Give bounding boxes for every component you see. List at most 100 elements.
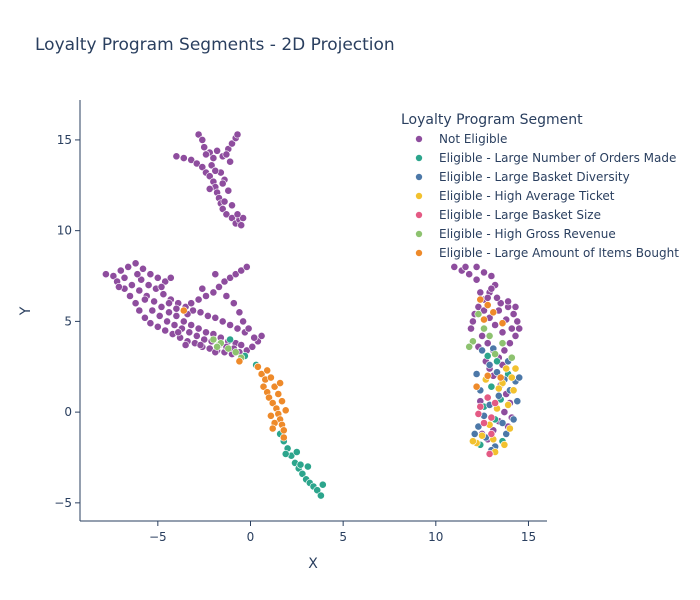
data-point[interactable] — [153, 273, 162, 282]
legend-item[interactable]: Not Eligible — [415, 132, 508, 146]
data-point[interactable] — [505, 424, 514, 433]
legend-item[interactable]: Eligible - Large Number of Orders Made — [415, 151, 677, 165]
data-point[interactable] — [507, 373, 516, 382]
data-point[interactable] — [270, 382, 279, 391]
data-point[interactable] — [192, 159, 201, 168]
data-point[interactable] — [248, 342, 257, 351]
data-point[interactable] — [161, 277, 170, 286]
data-point[interactable] — [166, 273, 175, 282]
legend-item[interactable]: Eligible - Large Basket Size — [415, 208, 601, 222]
data-point[interactable] — [237, 221, 246, 230]
data-point[interactable] — [135, 306, 144, 315]
data-point[interactable] — [500, 440, 509, 449]
data-point[interactable] — [196, 341, 205, 349]
data-point[interactable] — [222, 210, 231, 219]
data-point[interactable] — [279, 426, 288, 435]
data-point[interactable] — [461, 262, 470, 271]
data-point[interactable] — [279, 433, 288, 442]
data-point[interactable] — [500, 346, 509, 355]
data-point[interactable] — [205, 172, 214, 181]
data-point[interactable] — [222, 150, 231, 159]
data-point[interactable] — [468, 437, 477, 446]
data-point[interactable] — [263, 366, 272, 375]
data-point[interactable] — [133, 270, 142, 279]
data-point[interactable] — [194, 295, 203, 304]
data-point[interactable] — [472, 382, 481, 391]
data-point[interactable] — [467, 324, 475, 333]
data-point[interactable] — [213, 146, 221, 155]
data-point[interactable] — [157, 282, 166, 291]
data-point[interactable] — [196, 308, 205, 317]
data-point[interactable] — [478, 431, 486, 440]
data-point[interactable] — [268, 399, 277, 407]
data-point[interactable] — [235, 308, 244, 317]
data-point[interactable] — [493, 293, 501, 302]
data-point[interactable] — [483, 393, 492, 402]
data-point[interactable] — [483, 339, 492, 348]
legend-item[interactable]: Eligible - Large Basket Diversity — [415, 170, 630, 184]
data-point[interactable] — [218, 317, 227, 326]
data-point[interactable] — [239, 317, 247, 326]
data-point[interactable] — [127, 281, 136, 289]
data-point[interactable] — [472, 370, 481, 378]
data-point[interactable] — [226, 321, 234, 329]
data-point[interactable] — [116, 266, 125, 275]
data-point[interactable] — [485, 360, 494, 369]
data-point[interactable] — [135, 286, 144, 295]
data-point[interactable] — [170, 321, 179, 329]
data-point[interactable] — [313, 486, 322, 495]
data-point[interactable] — [278, 397, 286, 406]
data-point[interactable] — [172, 311, 181, 320]
data-point[interactable] — [140, 295, 149, 304]
data-point[interactable] — [509, 415, 518, 424]
legend-item[interactable]: Eligible - High Gross Revenue — [415, 227, 616, 241]
data-point[interactable] — [209, 335, 218, 344]
data-point[interactable] — [126, 292, 134, 300]
data-point[interactable] — [487, 413, 496, 422]
data-point[interactable] — [476, 295, 485, 304]
data-point[interactable] — [476, 288, 485, 297]
data-point[interactable] — [209, 154, 218, 162]
data-point[interactable] — [229, 299, 238, 308]
data-point[interactable] — [102, 270, 110, 279]
data-point[interactable] — [146, 319, 155, 328]
data-point[interactable] — [509, 386, 518, 395]
data-point[interactable] — [498, 319, 507, 328]
data-point[interactable] — [303, 462, 312, 471]
data-point[interactable] — [480, 306, 488, 315]
data-point[interactable] — [218, 204, 227, 213]
data-point[interactable] — [493, 368, 501, 377]
data-point[interactable] — [491, 321, 499, 329]
data-point[interactable] — [224, 344, 233, 353]
legend[interactable]: Loyalty Program Segment Not Eligible Elig… — [401, 112, 679, 260]
data-point[interactable] — [468, 337, 477, 346]
data-point[interactable] — [276, 379, 284, 387]
data-point[interactable] — [250, 333, 259, 342]
data-point[interactable] — [298, 469, 307, 478]
data-point[interactable] — [504, 297, 512, 306]
data-point[interactable] — [511, 302, 520, 311]
data-point[interactable] — [483, 301, 492, 309]
data-point[interactable] — [487, 429, 496, 438]
data-point[interactable] — [192, 331, 201, 340]
data-point[interactable] — [465, 342, 474, 351]
legend-item[interactable]: Eligible - High Average Ticket — [415, 189, 615, 203]
data-point[interactable] — [496, 299, 505, 308]
data-point[interactable] — [485, 331, 494, 340]
data-point[interactable] — [483, 371, 492, 380]
data-point[interactable] — [483, 351, 492, 360]
data-point[interactable] — [220, 197, 229, 206]
data-point[interactable] — [515, 373, 524, 382]
data-point[interactable] — [491, 399, 499, 407]
data-point[interactable] — [200, 335, 209, 344]
data-point[interactable] — [253, 362, 262, 371]
data-point[interactable] — [172, 152, 181, 161]
data-point[interactable] — [281, 406, 290, 415]
data-point[interactable] — [480, 419, 488, 427]
data-point[interactable] — [493, 357, 501, 366]
data-point[interactable] — [150, 297, 158, 306]
data-point[interactable] — [257, 331, 266, 340]
data-point[interactable] — [468, 317, 477, 326]
data-point[interactable] — [218, 179, 227, 188]
data-point[interactable] — [316, 491, 325, 500]
